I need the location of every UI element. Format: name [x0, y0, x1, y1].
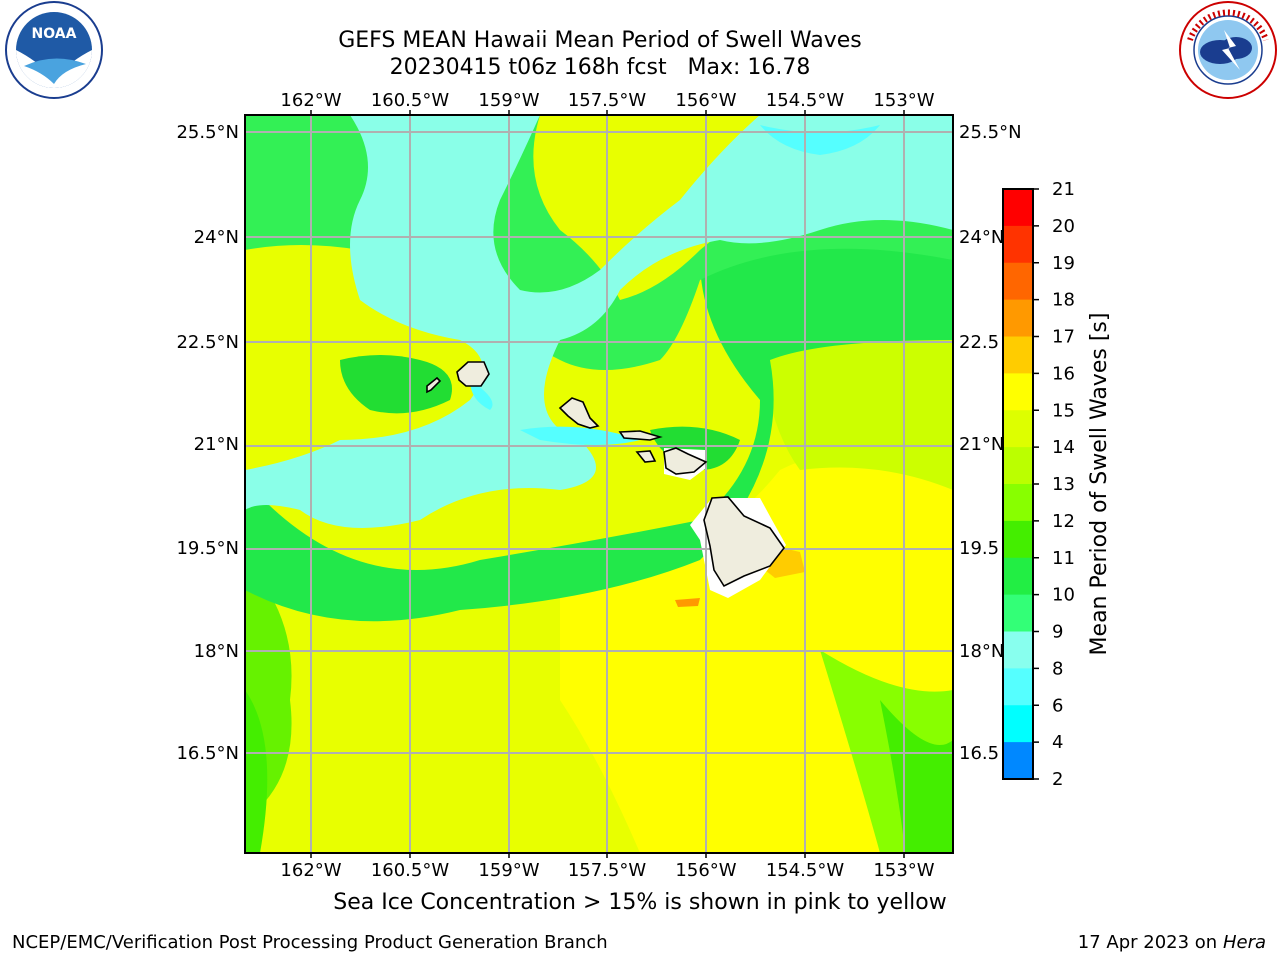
colorbar-tick-label: 6 — [1052, 695, 1063, 716]
colorbar-tick-label: 4 — [1052, 732, 1063, 753]
lon-label: 156°W — [675, 90, 736, 111]
colorbar-cell — [1003, 484, 1033, 522]
lat-labels-right: 25.5°N 24°N 22.5 21°N 19.5 18°N 16.5 — [959, 122, 1022, 764]
colorbar: 21 20 19 18 17 16 15 14 13 12 11 10 9 8 6 4 2 Mean Perio… — [1002, 179, 1112, 790]
lat-label: 18°N — [959, 641, 1004, 662]
lat-label: 19.5°N — [176, 538, 239, 559]
colorbar-tick-label: 15 — [1052, 400, 1075, 421]
lon-label: 162°W — [280, 90, 341, 111]
date-text: 17 Apr 2023 on — [1077, 932, 1218, 953]
colorbar-tick-label: 14 — [1052, 437, 1075, 458]
lon-labels-top: 162°W 160.5°W 159°W 157.5°W 156°W 154.5°… — [280, 90, 934, 111]
colorbar-cell — [1003, 447, 1033, 485]
lat-label: 19.5 — [959, 538, 999, 559]
lat-label: 24°N — [959, 227, 1004, 248]
lon-label: 153°W — [873, 860, 934, 881]
colorbar-tick-label: 11 — [1052, 548, 1075, 569]
colorbar-tick-label: 12 — [1052, 511, 1075, 532]
forecast-run-line: 20230415 t06z 168h fcst Max: 16.78 — [389, 55, 811, 80]
colorbar-tick-label: 2 — [1052, 769, 1063, 790]
lat-label: 25.5°N — [959, 122, 1022, 143]
colorbar-cell — [1003, 742, 1033, 780]
lat-label: 16.5 — [959, 743, 999, 764]
credit-line: NCEP/EMC/Verification Post Processing Pr… — [12, 932, 608, 953]
map-gridlines — [245, 115, 953, 853]
colorbar-cell — [1003, 668, 1033, 706]
island-kauai — [456, 361, 490, 387]
lat-label: 22.5°N — [176, 332, 239, 353]
colorbar-cell — [1003, 520, 1033, 559]
colorbar-tick-label: 19 — [1052, 253, 1075, 274]
lat-label: 24°N — [194, 227, 239, 248]
sea-ice-caption: Sea Ice Concentration > 15% is shown in … — [333, 890, 947, 915]
colorbar-tick-label: 10 — [1052, 585, 1075, 606]
colorbar-cell — [1003, 705, 1033, 743]
map-frame — [244, 114, 954, 854]
colorbar-tick-label: 21 — [1052, 179, 1075, 200]
map-title: GEFS MEAN Hawaii Mean Period of Swell Wa… — [338, 28, 862, 53]
colorbar-label: Mean Period of Swell Waves [s] — [1087, 313, 1112, 656]
colorbar-cell — [1003, 631, 1033, 669]
colorbar-cell — [1003, 594, 1033, 632]
lon-label: 156°W — [675, 860, 736, 881]
colorbar-tick-label: 9 — [1052, 622, 1063, 643]
colorbar-cell — [1003, 299, 1033, 337]
lon-label: 159°W — [478, 90, 539, 111]
island-lanai — [635, 450, 657, 463]
colorbar-cell — [1003, 189, 1033, 227]
noaa-logo-text: NOAA — [32, 26, 77, 42]
lon-label: 157.5°W — [568, 860, 647, 881]
lon-label: 160.5°W — [371, 860, 450, 881]
colorbar-tick-label: 13 — [1052, 474, 1075, 495]
colorbar-cell — [1003, 373, 1033, 411]
lat-label: 21°N — [959, 434, 1004, 455]
colorbar-tick-label: 18 — [1052, 290, 1075, 311]
lat-label: 25.5°N — [176, 122, 239, 143]
colorbar-cell — [1003, 410, 1033, 448]
colorbar-tick-label: 8 — [1052, 658, 1063, 679]
colorbar-tick-label: 17 — [1052, 327, 1075, 348]
lon-label: 160.5°W — [371, 90, 450, 111]
lon-label: 159°W — [478, 860, 539, 881]
island-molokai — [618, 430, 663, 441]
hawaiian-islands — [426, 361, 785, 588]
lat-labels-left: 25.5°N 24°N 22.5°N 21°N 19.5°N 18°N 16.5… — [176, 122, 239, 764]
nws-logo — [1179, 1, 1277, 99]
colorbar-tick-label: 20 — [1052, 216, 1075, 237]
lon-label: 154.5°W — [766, 860, 845, 881]
noaa-logo: NOAA — [5, 1, 103, 99]
lon-label: 153°W — [873, 90, 934, 111]
lat-label: 21°N — [194, 434, 239, 455]
colorbar-tick-label: 16 — [1052, 363, 1075, 384]
colorbar-cell — [1003, 336, 1033, 374]
island-oahu — [558, 397, 600, 429]
island-maui — [663, 447, 708, 475]
colorbar-cell — [1003, 557, 1033, 596]
swell-period-field — [245, 115, 953, 853]
island-niihau — [426, 376, 442, 394]
date-line: 17 Apr 2023 on Hera — [1078, 932, 1266, 953]
lon-label: 162°W — [280, 860, 341, 881]
lon-label: 157.5°W — [568, 90, 647, 111]
colorbar-cell — [1003, 225, 1033, 264]
lat-label: 18°N — [194, 641, 239, 662]
island-hawaii — [703, 496, 785, 588]
lat-label: 16.5°N — [176, 743, 239, 764]
lon-labels-bottom: 162°W 160.5°W 159°W 157.5°W 156°W 154.5°… — [280, 860, 934, 881]
host-name: Hera — [1222, 932, 1266, 953]
lat-label: 22.5 — [959, 332, 999, 353]
lon-label: 154.5°W — [766, 90, 845, 111]
colorbar-cell — [1003, 262, 1033, 301]
